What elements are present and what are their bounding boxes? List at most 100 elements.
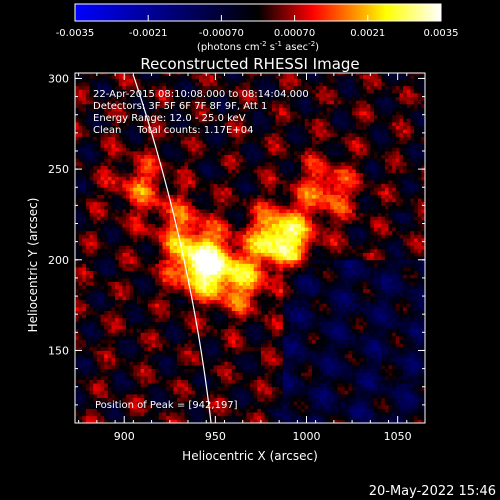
heatmap-cell — [395, 296, 400, 301]
heatmap-cell — [195, 274, 200, 279]
heatmap-cell — [315, 314, 320, 319]
heatmap-cell — [85, 354, 90, 359]
heatmap-cell — [188, 368, 193, 373]
heatmap-cell — [191, 270, 196, 275]
heatmap-cell — [118, 296, 123, 301]
heatmap-cell — [93, 303, 98, 308]
heatmap-cell — [217, 325, 222, 330]
heatmap-cell — [370, 412, 375, 417]
heatmap-cell — [279, 364, 284, 369]
heatmap-cell — [403, 397, 408, 402]
heatmap-cell — [96, 350, 101, 355]
heatmap-cell — [344, 419, 349, 423]
heatmap-cell — [75, 412, 80, 417]
heatmap-cell — [399, 401, 404, 406]
heatmap-cell — [136, 306, 142, 311]
heatmap-cell — [304, 238, 309, 243]
heatmap-cell — [75, 281, 80, 286]
heatmap-cell — [107, 263, 112, 268]
heatmap-cell — [147, 415, 152, 420]
heatmap-cell — [195, 415, 200, 420]
heatmap-cell — [126, 412, 131, 417]
heatmap-cell — [111, 375, 116, 380]
heatmap-cell — [184, 354, 189, 359]
heatmap-cell — [348, 419, 353, 423]
heatmap-cell — [104, 375, 109, 380]
heatmap-cell — [246, 332, 251, 337]
heatmap-cell — [308, 328, 313, 333]
heatmap-cell — [107, 314, 112, 319]
heatmap-cell — [341, 281, 346, 286]
heatmap-cell — [304, 292, 309, 297]
heatmap-cell — [286, 364, 291, 369]
heatmap-cell — [286, 285, 291, 290]
heatmap-cell — [366, 343, 371, 348]
heatmap-cell — [100, 296, 105, 301]
heatmap-cell — [78, 390, 83, 395]
heatmap-cell — [304, 285, 309, 290]
heatmap-cell — [126, 299, 131, 304]
heatmap-cell — [257, 375, 262, 380]
heatmap-cell — [93, 346, 98, 351]
heatmap-cell — [392, 299, 397, 304]
heatmap-cell — [290, 325, 295, 330]
heatmap-cell — [421, 314, 425, 319]
heatmap-cell — [111, 277, 116, 282]
heatmap-cell — [239, 248, 244, 253]
heatmap-cell — [399, 350, 404, 355]
heatmap-cell — [392, 317, 397, 322]
heatmap-cell — [359, 404, 364, 409]
heatmap-cell — [202, 397, 207, 402]
heatmap-cell — [297, 238, 302, 243]
heatmap-cell — [162, 296, 167, 301]
heatmap-cell — [355, 339, 360, 344]
heatmap-cell — [209, 234, 214, 239]
heatmap-cell — [242, 296, 247, 301]
heatmap-cell — [301, 292, 306, 297]
heatmap-cell — [326, 408, 331, 413]
heatmap-cell — [392, 328, 397, 333]
heatmap-cell — [198, 267, 204, 272]
heatmap-cell — [242, 245, 247, 250]
heatmap-cell — [191, 288, 196, 293]
heatmap-cell — [395, 339, 400, 344]
heatmap-cell — [107, 346, 112, 351]
heatmap-cell — [384, 292, 389, 297]
heatmap-cell — [370, 277, 375, 282]
heatmap-cell — [363, 412, 368, 417]
heatmap-cell — [264, 310, 269, 315]
heatmap-cell — [111, 241, 116, 246]
heatmap-cell — [155, 357, 160, 362]
heatmap-cell — [213, 281, 218, 286]
heatmap-cell — [388, 335, 393, 340]
heatmap-cell — [344, 412, 349, 417]
heatmap-cell — [359, 346, 364, 351]
heatmap-cell — [406, 248, 411, 253]
heatmap-cell — [392, 259, 397, 264]
heatmap-cell — [257, 404, 262, 409]
heatmap-cell — [319, 310, 324, 315]
heatmap-cell — [115, 404, 120, 409]
heatmap-cell — [341, 397, 346, 402]
heatmap-cell — [304, 343, 309, 348]
heatmap-cell — [93, 256, 98, 261]
heatmap-cell — [322, 390, 327, 395]
heatmap-cell — [333, 412, 338, 417]
heatmap-cell — [410, 317, 415, 322]
heatmap-cell — [366, 332, 371, 337]
heatmap-cell — [242, 234, 247, 239]
heatmap-cell — [162, 321, 167, 326]
heatmap-cell — [147, 321, 152, 326]
heatmap-cell — [96, 335, 101, 340]
heatmap-cell — [268, 303, 273, 308]
heatmap-cell — [217, 241, 222, 246]
heatmap-cell — [82, 306, 87, 311]
heatmap-cell — [297, 325, 302, 330]
heatmap-cell — [118, 267, 123, 272]
heatmap-cell — [352, 328, 357, 333]
heatmap-cell — [319, 248, 324, 253]
heatmap-cell — [388, 354, 393, 359]
heatmap-cell — [177, 267, 182, 272]
heatmap-cell — [260, 234, 265, 239]
